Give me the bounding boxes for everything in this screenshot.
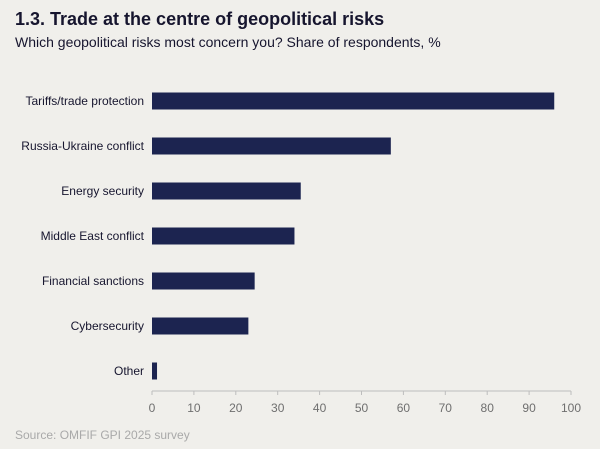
source-note: Source: OMFIF GPI 2025 survey [15,428,190,442]
bar [152,272,255,290]
x-tick-label: 60 [397,401,411,415]
bar [152,137,391,155]
bar [152,182,301,200]
category-label: Other [114,364,144,378]
x-tick-label: 90 [522,401,536,415]
x-tick-label: 50 [355,401,369,415]
category-label: Tariffs/trade protection [25,94,144,108]
bar [152,317,249,335]
category-label: Russia-Ukraine conflict [21,139,144,153]
bars-group [152,92,555,380]
x-tick-label: 80 [481,401,495,415]
category-label: Cybersecurity [71,319,144,333]
x-tick-label: 10 [187,401,201,415]
bar [152,92,555,110]
x-tick-label: 30 [271,401,285,415]
category-label: Financial sanctions [42,274,144,288]
chart-title: 1.3. Trade at the centre of geopolitical… [15,9,385,29]
category-label: Middle East conflict [41,229,145,243]
x-tick-label: 100 [561,401,581,415]
bar [152,362,158,380]
x-tick-label: 0 [149,401,156,415]
x-tick-label: 40 [313,401,327,415]
category-label: Energy security [61,184,144,198]
x-tick-label: 70 [439,401,453,415]
category-labels: Tariffs/trade protection Russia-Ukraine c… [21,94,144,378]
chart-subtitle: Which geopolitical risks most concern yo… [15,34,441,50]
bar [152,227,295,245]
x-tick-label: 20 [229,401,243,415]
x-axis-ticks: 0 10 20 30 40 50 60 70 80 90 100 [149,391,581,415]
